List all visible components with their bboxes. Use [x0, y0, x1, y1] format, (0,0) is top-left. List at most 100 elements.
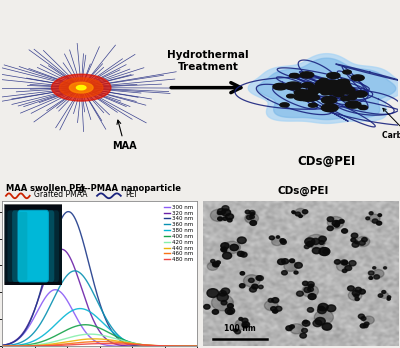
- Circle shape: [316, 82, 326, 86]
- Circle shape: [204, 304, 210, 309]
- Circle shape: [319, 241, 324, 244]
- Circle shape: [216, 261, 220, 264]
- Circle shape: [239, 317, 243, 321]
- Text: Carbon Dots: Carbon Dots: [382, 108, 400, 140]
- 460 nm: [195, 344, 200, 348]
- Line: 460 nm: 460 nm: [2, 341, 197, 346]
- Circle shape: [211, 260, 215, 263]
- Circle shape: [274, 309, 278, 313]
- Circle shape: [276, 236, 280, 238]
- Circle shape: [307, 308, 314, 312]
- Circle shape: [358, 314, 364, 319]
- Circle shape: [307, 282, 314, 287]
- Circle shape: [240, 252, 247, 257]
- 300 nm: [115, 344, 120, 348]
- Circle shape: [290, 259, 294, 263]
- Circle shape: [214, 263, 219, 267]
- Circle shape: [228, 304, 233, 308]
- Circle shape: [319, 236, 326, 242]
- Circle shape: [218, 208, 226, 214]
- 360 nm: [0, 344, 4, 348]
- Circle shape: [363, 316, 374, 324]
- Circle shape: [69, 82, 93, 93]
- Circle shape: [257, 276, 263, 280]
- Circle shape: [290, 325, 294, 329]
- 480 nm: [0, 344, 4, 348]
- 480 nm: [115, 342, 120, 346]
- Circle shape: [328, 85, 337, 88]
- Circle shape: [319, 86, 336, 94]
- Circle shape: [312, 238, 320, 245]
- Circle shape: [345, 101, 361, 108]
- Circle shape: [235, 330, 241, 334]
- Circle shape: [326, 80, 340, 87]
- Line: 400 nm: 400 nm: [2, 325, 197, 346]
- Circle shape: [334, 223, 339, 227]
- Circle shape: [282, 239, 286, 243]
- 380 nm: [195, 344, 200, 348]
- Circle shape: [366, 217, 370, 220]
- 440 nm: [34, 343, 39, 348]
- 460 nm: [115, 340, 120, 345]
- Circle shape: [248, 278, 254, 283]
- Circle shape: [308, 287, 314, 292]
- Circle shape: [285, 82, 302, 90]
- Circle shape: [250, 212, 254, 215]
- 480 nm: [147, 343, 152, 347]
- Circle shape: [314, 310, 334, 324]
- Text: Grafted PMAA: Grafted PMAA: [34, 190, 87, 199]
- 340 nm: [50, 245, 54, 249]
- 360 nm: [130, 342, 135, 346]
- Circle shape: [351, 233, 358, 238]
- Circle shape: [302, 285, 318, 297]
- Circle shape: [327, 226, 333, 231]
- Circle shape: [363, 324, 368, 328]
- Circle shape: [272, 298, 279, 303]
- Circle shape: [52, 74, 111, 101]
- Circle shape: [300, 72, 314, 78]
- Circle shape: [296, 291, 303, 296]
- Circle shape: [217, 211, 222, 215]
- Circle shape: [278, 259, 285, 264]
- Circle shape: [250, 221, 256, 226]
- Circle shape: [268, 299, 273, 302]
- Circle shape: [299, 93, 317, 101]
- Circle shape: [242, 324, 248, 328]
- Circle shape: [373, 269, 384, 278]
- 380 nm: [115, 333, 120, 338]
- Circle shape: [240, 284, 245, 288]
- Circle shape: [376, 221, 382, 225]
- Circle shape: [221, 243, 229, 249]
- Circle shape: [308, 294, 316, 300]
- Circle shape: [302, 329, 308, 333]
- 380 nm: [130, 341, 135, 345]
- 440 nm: [88, 337, 93, 341]
- 360 nm: [195, 344, 200, 348]
- Circle shape: [294, 93, 310, 101]
- Circle shape: [273, 84, 287, 90]
- 420 nm: [195, 344, 200, 348]
- 380 nm: [78, 307, 82, 311]
- Circle shape: [221, 209, 231, 216]
- Text: MAA swollen PEI-: MAA swollen PEI-: [6, 184, 88, 193]
- Circle shape: [369, 212, 373, 215]
- Text: -PMAA nanoparticle: -PMAA nanoparticle: [87, 184, 181, 193]
- Circle shape: [290, 324, 303, 334]
- Circle shape: [242, 318, 248, 323]
- Circle shape: [303, 320, 308, 324]
- Circle shape: [327, 217, 334, 222]
- Circle shape: [294, 89, 309, 96]
- Circle shape: [368, 271, 374, 275]
- Circle shape: [271, 307, 276, 311]
- Circle shape: [212, 262, 219, 267]
- 300 nm: [88, 335, 93, 340]
- Circle shape: [327, 305, 336, 311]
- 320 nm: [88, 311, 93, 316]
- 440 nm: [147, 343, 152, 347]
- Circle shape: [308, 103, 317, 107]
- Circle shape: [246, 215, 252, 220]
- Circle shape: [275, 306, 282, 311]
- Circle shape: [342, 261, 348, 265]
- 420 nm: [115, 337, 120, 341]
- Circle shape: [353, 91, 367, 97]
